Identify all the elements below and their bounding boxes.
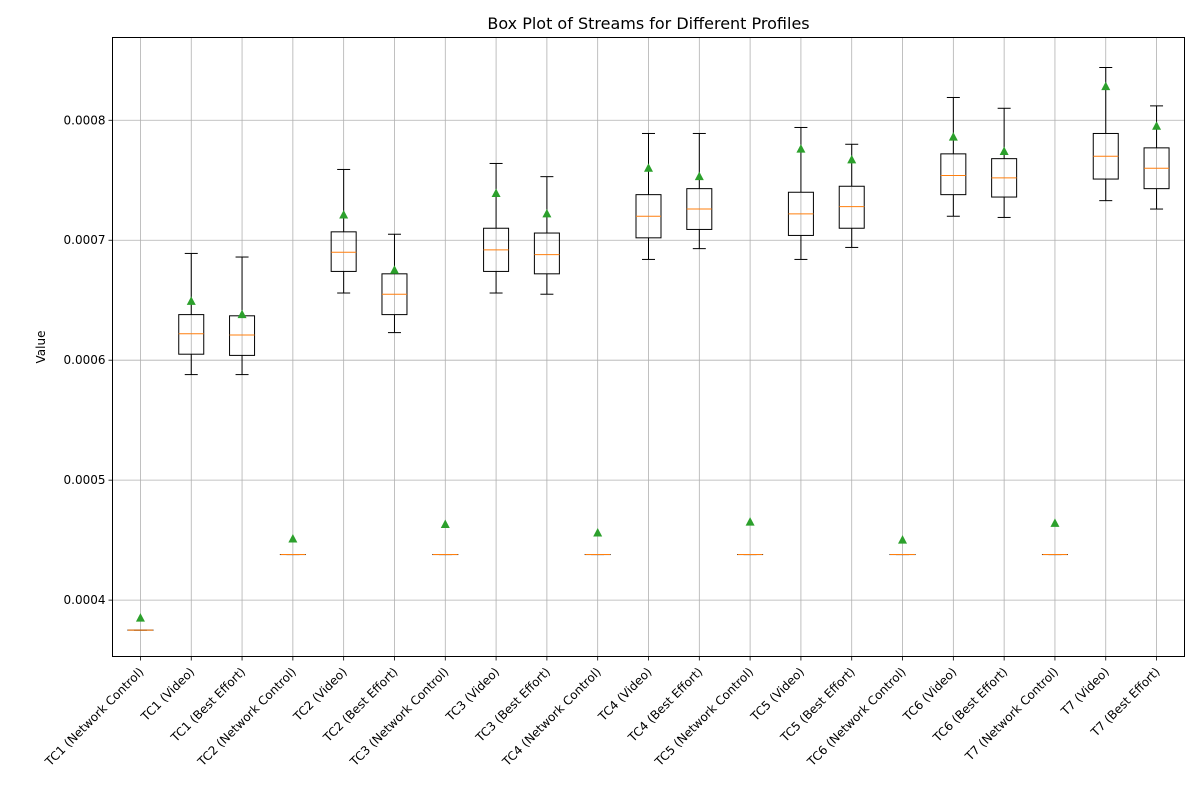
box-body — [838, 185, 865, 229]
mean-marker — [999, 146, 1009, 155]
box-2 — [178, 252, 205, 376]
box-12 — [686, 132, 713, 250]
box-14 — [787, 126, 814, 260]
box-body — [533, 232, 560, 275]
box-5 — [330, 168, 357, 294]
mean-marker — [847, 154, 857, 164]
box-body — [940, 153, 967, 196]
mean-marker — [1050, 518, 1060, 527]
y-axis: 0.0004 0.0005 0.0006 0.0007 0.0008 — [64, 113, 113, 607]
grid-lines — [112, 37, 1185, 657]
box-16 — [889, 535, 916, 556]
box-8 — [483, 162, 510, 294]
chart-title: Box Plot of Streams for Different Profil… — [487, 14, 809, 33]
mean-marker — [694, 171, 704, 181]
mean-marker — [135, 613, 145, 622]
box-1 — [127, 613, 154, 631]
box-20 — [1092, 66, 1119, 202]
mean-marker — [1101, 81, 1111, 91]
box-17 — [940, 96, 967, 217]
mean-marker — [288, 533, 298, 543]
box-body — [330, 231, 357, 272]
mean-marker — [745, 517, 755, 526]
box-15 — [838, 143, 865, 248]
mean-marker — [186, 296, 196, 305]
mean-marker — [237, 309, 247, 319]
mean-marker — [1152, 121, 1162, 130]
mean-marker — [389, 265, 399, 274]
box-7 — [432, 519, 459, 556]
box-13 — [737, 517, 764, 556]
y-tick-label: 0.0008 — [64, 113, 106, 127]
box-19 — [1041, 518, 1068, 556]
box-21 — [1143, 105, 1170, 210]
box-6 — [381, 233, 408, 334]
y-axis-label: Value — [34, 331, 48, 364]
box-3 — [229, 256, 256, 376]
boxes — [127, 66, 1170, 631]
box-4 — [279, 533, 306, 556]
y-tick-label: 0.0004 — [64, 593, 106, 607]
mean-marker — [542, 208, 552, 218]
y-tick-label: 0.0007 — [64, 233, 106, 247]
box-body — [178, 314, 205, 355]
mean-marker — [796, 144, 806, 153]
box-18 — [991, 107, 1018, 218]
y-tick-label: 0.0005 — [64, 473, 106, 487]
mean-marker — [948, 132, 958, 141]
box-10 — [584, 527, 611, 556]
mean-marker — [440, 519, 450, 529]
y-tick-label: 0.0006 — [64, 353, 106, 367]
box-9 — [533, 176, 560, 295]
mean-marker — [593, 527, 603, 537]
mean-marker — [491, 188, 501, 197]
mean-marker — [644, 163, 653, 172]
box-11 — [635, 132, 662, 260]
mean-marker — [339, 210, 349, 219]
mean-marker — [898, 535, 908, 544]
